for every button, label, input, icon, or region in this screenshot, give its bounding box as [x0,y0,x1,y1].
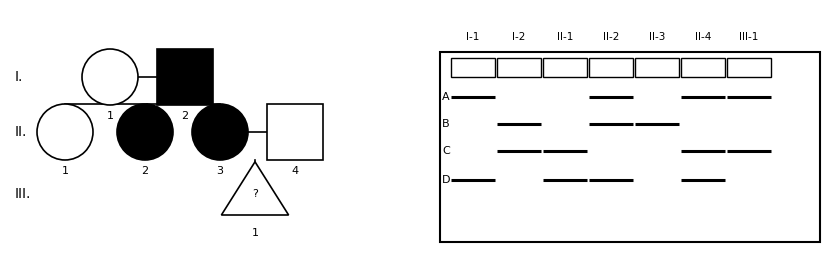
Text: D: D [441,175,450,185]
Text: I.: I. [15,70,23,84]
Circle shape [192,104,248,160]
Text: I-1: I-1 [466,32,480,42]
Text: I-2: I-2 [512,32,525,42]
Circle shape [117,104,173,160]
Bar [440,52,820,242]
Polygon shape [221,162,289,215]
Bar [157,49,213,105]
Text: III-1: III-1 [739,32,759,42]
Text: II-3: II-3 [649,32,666,42]
Text: 1: 1 [107,111,113,121]
Text: 2: 2 [142,166,148,176]
Circle shape [37,104,93,160]
Text: 2: 2 [182,111,188,121]
Text: II-2: II-2 [603,32,619,42]
Text: 4: 4 [291,166,299,176]
Text: II-1: II-1 [557,32,573,42]
Text: II.: II. [15,125,28,139]
Bar [497,58,541,77]
Bar [267,104,323,160]
Bar [727,58,771,77]
Bar [543,58,587,77]
Text: II-4: II-4 [695,32,711,42]
Text: 1: 1 [252,228,259,238]
Bar [589,58,633,77]
Bar [635,58,679,77]
Bar [451,58,495,77]
Text: C: C [442,146,450,156]
Text: B: B [442,119,450,129]
Text: 1: 1 [62,166,68,176]
Text: ?: ? [252,189,258,199]
Text: A: A [442,92,450,102]
Text: III.: III. [15,187,32,201]
Circle shape [82,49,138,105]
Text: 3: 3 [217,166,224,176]
Bar [681,58,725,77]
